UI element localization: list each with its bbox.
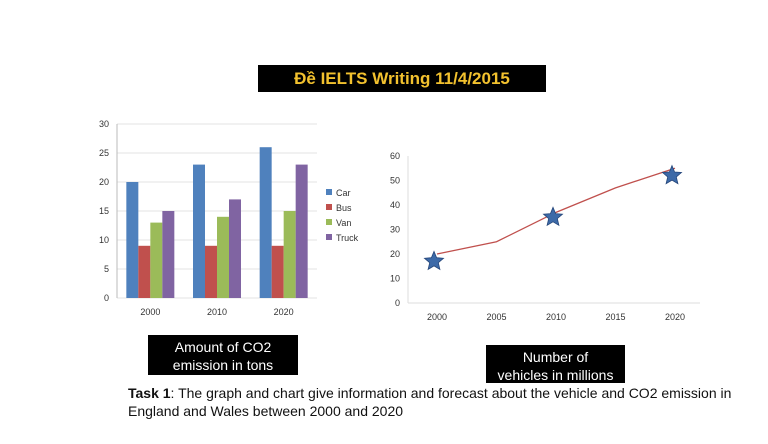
x-tick-label: 2010 xyxy=(546,312,566,322)
x-tick-label: 2020 xyxy=(665,312,685,322)
y-tick-label: 20 xyxy=(390,249,400,259)
vehicles-line xyxy=(436,167,676,255)
y-tick-label: 10 xyxy=(99,235,109,245)
bar-van-2010 xyxy=(217,216,229,298)
bar-truck-2020 xyxy=(295,164,308,298)
legend-label: Bus xyxy=(336,203,352,213)
y-tick-label: 0 xyxy=(104,293,109,303)
line-label-line1: Number of xyxy=(522,349,589,365)
x-tick-label: 2015 xyxy=(605,312,625,322)
legend-swatch-truck xyxy=(326,234,332,240)
y-tick-label: 60 xyxy=(390,151,400,161)
task-text: Task 1: The graph and chart give informa… xyxy=(128,384,748,420)
bar-label-line2: emission in tons xyxy=(172,357,274,373)
bar-van-2020 xyxy=(283,211,296,298)
bar-car-2000 xyxy=(126,182,139,298)
bar-bus-2020 xyxy=(271,245,284,298)
star-marker-2010 xyxy=(542,206,564,227)
bar-truck-2010 xyxy=(229,199,241,298)
y-tick-label: 10 xyxy=(390,274,400,284)
bar-truck-2000 xyxy=(162,211,175,298)
legend-label: Van xyxy=(336,218,351,228)
x-tick-label: 2000 xyxy=(427,312,447,322)
legend-label: Car xyxy=(336,188,351,198)
star-marker-2020 xyxy=(661,164,683,185)
x-tick-label: 2005 xyxy=(486,312,506,322)
y-tick-label: 30 xyxy=(99,119,109,129)
line-chart-label: Number of vehicles in millions xyxy=(486,345,625,383)
y-tick-label: 40 xyxy=(390,200,400,210)
y-tick-label: 50 xyxy=(390,176,400,186)
y-tick-label: 5 xyxy=(104,264,109,274)
bar-car-2010 xyxy=(193,164,205,298)
task-body: : The graph and chart give information a… xyxy=(128,385,732,419)
x-tick-label: 2000 xyxy=(140,307,160,317)
legend-label: Truck xyxy=(336,233,359,243)
page-title: Đề IELTS Writing 11/4/2015 xyxy=(258,65,546,92)
legend-swatch-van xyxy=(326,219,332,225)
legend-swatch-bus xyxy=(326,204,332,210)
bar-van-2000 xyxy=(150,222,163,298)
line-label-line2: vehicles in millions xyxy=(497,367,614,383)
bar-bus-2010 xyxy=(205,245,217,298)
y-tick-label: 15 xyxy=(99,206,109,216)
y-tick-label: 0 xyxy=(395,298,400,308)
legend-swatch-car xyxy=(326,189,332,195)
bar-bus-2000 xyxy=(138,245,151,298)
task-bold: Task 1 xyxy=(128,385,171,401)
bar-label-line1: Amount of CO2 xyxy=(174,339,272,355)
bar-chart-label: Amount of CO2 emission in tons xyxy=(148,335,298,375)
bar-car-2020 xyxy=(259,147,272,298)
y-tick-label: 25 xyxy=(99,148,109,158)
y-tick-label: 20 xyxy=(99,177,109,187)
x-tick-label: 2010 xyxy=(207,307,227,317)
x-tick-label: 2020 xyxy=(274,307,294,317)
y-tick-label: 30 xyxy=(390,225,400,235)
star-marker-2000 xyxy=(423,250,445,271)
